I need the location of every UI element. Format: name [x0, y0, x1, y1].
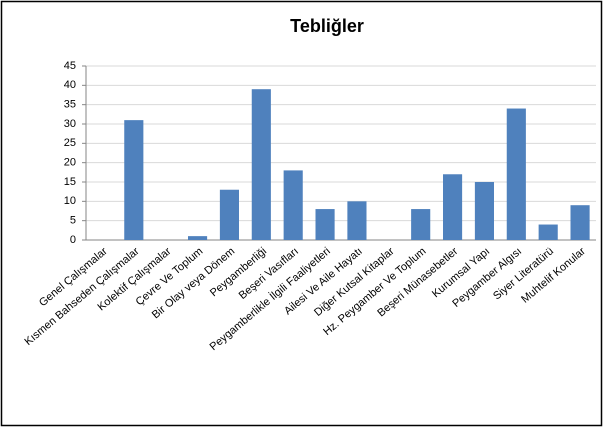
y-tick-label: 0 [70, 234, 76, 246]
bar [411, 209, 431, 240]
bar [443, 174, 463, 240]
y-tick-label: 40 [64, 79, 76, 91]
bar [506, 108, 526, 241]
y-tick-label: 15 [64, 176, 76, 188]
y-tick-label: 25 [64, 137, 76, 149]
y-tick-label: 5 [70, 215, 76, 227]
y-tick-label: 30 [64, 118, 76, 130]
bar [570, 205, 590, 240]
y-tick-label: 45 [64, 60, 76, 72]
bar [188, 236, 208, 240]
bar [474, 182, 494, 240]
bar [283, 170, 303, 240]
chart-title: Tebliğler [290, 16, 364, 36]
bar [538, 224, 558, 240]
bar [219, 189, 239, 240]
bar [124, 120, 144, 240]
y-tick-label: 20 [64, 157, 76, 169]
bar [347, 201, 367, 240]
bar [251, 89, 271, 240]
y-tick-label: 10 [64, 195, 76, 207]
bar [315, 209, 335, 240]
y-tick-label: 35 [64, 99, 76, 111]
